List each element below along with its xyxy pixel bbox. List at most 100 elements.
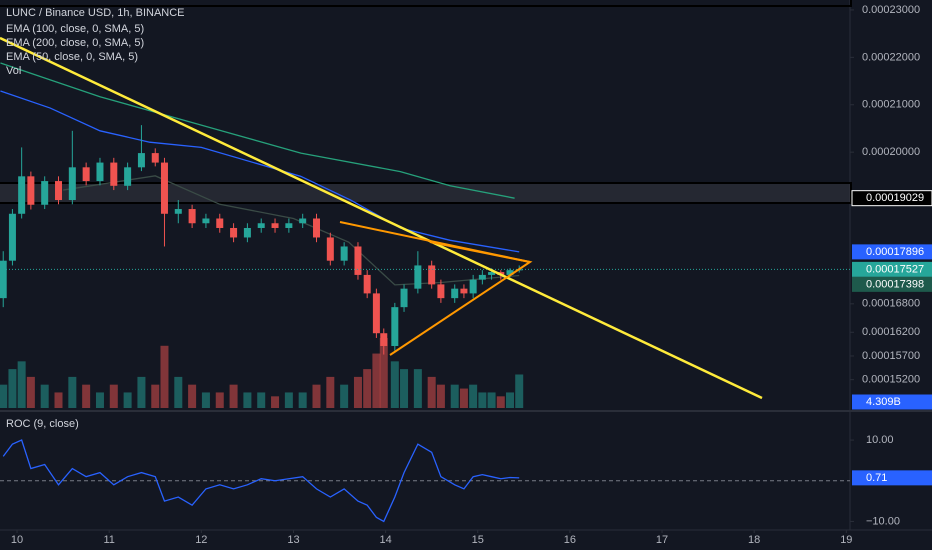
x-tick-label: 19 xyxy=(840,534,852,546)
volume-bar xyxy=(312,384,321,408)
x-tick-label: 18 xyxy=(748,534,760,546)
volume-bar xyxy=(390,361,399,408)
volume-bar xyxy=(271,396,280,408)
volume-bar xyxy=(17,361,26,408)
candle-body xyxy=(400,288,408,308)
candle-body xyxy=(414,265,422,289)
candle-body xyxy=(478,274,486,280)
volume-bar xyxy=(8,369,17,408)
price-badge xyxy=(852,276,932,292)
roc-line xyxy=(2,439,520,523)
volume-bar xyxy=(201,392,210,408)
x-tick-label: 15 xyxy=(472,534,484,546)
candle-body xyxy=(257,223,265,228)
legend-entry: EMA (50, close, 0, SMA, 5) xyxy=(6,51,138,63)
candle-body xyxy=(488,272,496,275)
x-tick-label: 12 xyxy=(195,534,207,546)
price-badge xyxy=(851,190,932,207)
x-tick-label: 10 xyxy=(11,534,23,546)
y-tick-label: 0.00015200 xyxy=(862,374,920,386)
volume-bar xyxy=(174,376,183,408)
volume-bar xyxy=(427,376,436,408)
y-tick-label: 0.00023000 xyxy=(862,4,920,16)
candle-body xyxy=(110,162,118,186)
candle-body xyxy=(437,284,445,299)
price-badge xyxy=(852,394,932,410)
candle-body xyxy=(391,307,399,347)
volume-bar xyxy=(151,384,160,408)
candle-body xyxy=(460,288,468,294)
legend-entry: EMA (100, close, 0, SMA, 5) xyxy=(6,23,144,35)
volume-bar xyxy=(496,396,505,408)
trend-line xyxy=(0,36,763,400)
volume-bar xyxy=(243,392,252,408)
top-zone xyxy=(0,0,852,7)
candle-body xyxy=(96,162,104,182)
candle-body xyxy=(68,167,76,201)
legend-entry: EMA (200, close, 0, SMA, 5) xyxy=(6,37,144,49)
candle-body xyxy=(55,181,63,201)
candle-body xyxy=(326,237,334,261)
volume-bar xyxy=(400,369,409,408)
candle-body xyxy=(354,246,362,275)
volume-bar xyxy=(436,384,445,408)
price-badge-label: 0.00017896 xyxy=(866,246,924,258)
volume-bar xyxy=(506,392,514,408)
volume-bar xyxy=(123,392,132,408)
candle-body xyxy=(243,227,251,238)
volume-bar xyxy=(95,392,104,408)
volume-bar xyxy=(284,392,293,408)
volume-bar xyxy=(515,374,524,408)
volume-bar xyxy=(353,376,362,408)
candle-body xyxy=(271,223,279,228)
volume-bar xyxy=(109,384,118,408)
price-badge xyxy=(852,261,932,277)
chart-title: LUNC / Binance USD, 1h, BINANCE xyxy=(6,7,185,19)
volume-bar xyxy=(40,384,49,408)
x-tick-label: 14 xyxy=(379,534,391,546)
y-tick-label: 0.00020000 xyxy=(862,146,920,158)
candle-body xyxy=(506,270,514,275)
volume-bar xyxy=(137,376,146,408)
candle-body xyxy=(137,153,145,168)
candle-body xyxy=(188,209,196,224)
candle-body xyxy=(363,274,371,294)
candle-body xyxy=(380,333,388,347)
y-tick-label: 0.00015700 xyxy=(862,350,920,362)
candle-body xyxy=(285,223,293,228)
volume-bar xyxy=(68,376,77,408)
y-tick-label: −10.00 xyxy=(866,515,900,527)
legend-entry: Vol xyxy=(6,65,21,77)
ema-line xyxy=(0,62,515,199)
volume-bar xyxy=(326,376,335,408)
volume-bar xyxy=(450,384,459,408)
candle-body xyxy=(451,288,459,299)
volume-bar xyxy=(188,384,197,408)
y-tick-label: 0.00022000 xyxy=(862,51,920,63)
volume-bar xyxy=(469,384,478,408)
price-badge-label: 0.00017398 xyxy=(866,278,924,290)
volume-bar xyxy=(257,392,266,408)
candle-body xyxy=(18,176,26,214)
candle-body xyxy=(230,227,238,238)
x-tick-label: 13 xyxy=(287,534,299,546)
volume-bar xyxy=(215,392,224,408)
candle-body xyxy=(41,181,49,205)
resistance-zone xyxy=(0,182,852,204)
volume-bar xyxy=(487,392,496,408)
volume-bar xyxy=(298,392,307,408)
candle-body xyxy=(160,162,168,214)
volume-bar xyxy=(340,384,349,408)
roc-title: ROC (9, close) xyxy=(6,418,79,430)
price-badge-label: 0.00019029 xyxy=(866,192,924,204)
volume-bar xyxy=(229,384,238,408)
price-badge-label: 0.00017527 xyxy=(866,263,924,275)
volume-bar xyxy=(372,353,381,408)
volume-bar xyxy=(0,384,8,408)
volume-bar xyxy=(363,369,372,408)
candle-body xyxy=(372,293,380,334)
candle-body xyxy=(174,209,182,214)
volume-bar xyxy=(160,345,169,408)
candle-body xyxy=(27,176,35,205)
